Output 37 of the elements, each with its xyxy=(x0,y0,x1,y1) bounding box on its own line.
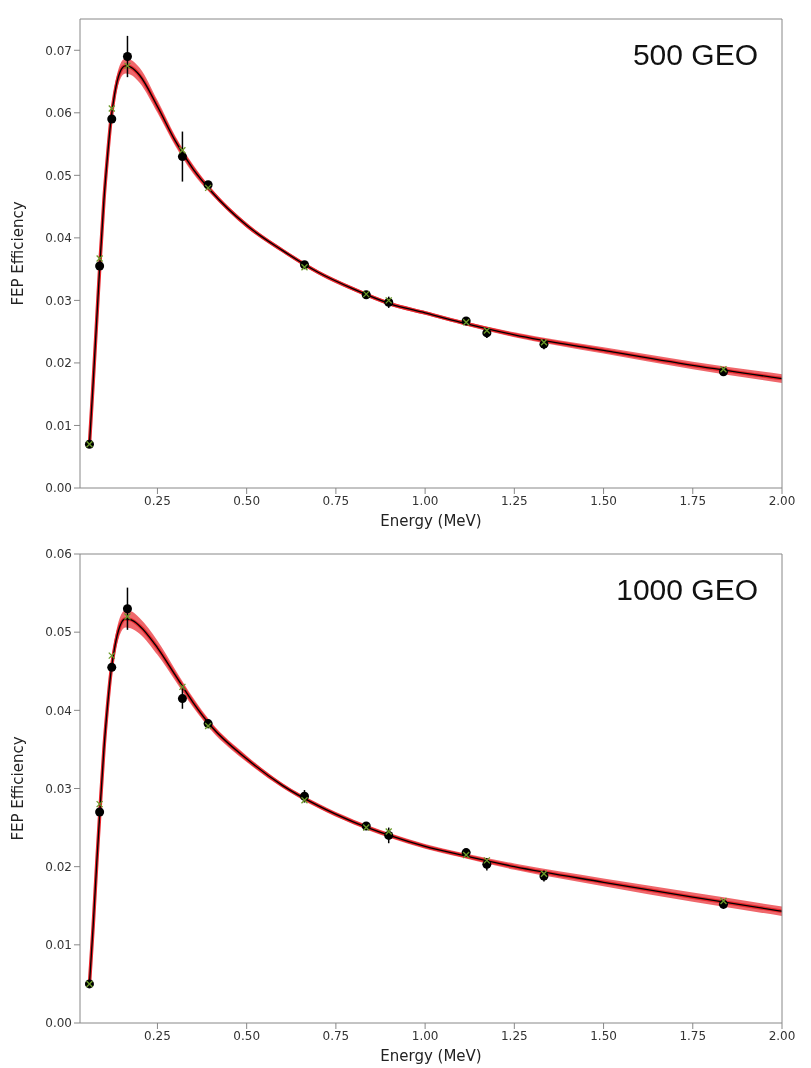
x-axis-title: Energy (MeV) xyxy=(380,512,482,530)
x-tick-label: 1.25 xyxy=(500,1028,528,1043)
x-tick-label: 1.00 xyxy=(411,1028,439,1043)
y-tick-label: 0.07 xyxy=(45,43,72,58)
y-tick-label: 0.05 xyxy=(45,168,72,183)
x-tick-label: 0.75 xyxy=(322,493,350,508)
x-tick-label: 0.25 xyxy=(144,493,171,508)
y-tick-label: 0.02 xyxy=(45,859,72,874)
x-tick-label: 0.25 xyxy=(144,1028,171,1043)
y-tick-label: 0.06 xyxy=(45,547,72,562)
x-tick-label: 0.75 xyxy=(322,1028,350,1043)
y-tick-label: 0.05 xyxy=(45,625,72,640)
y-tick-label: 0.00 xyxy=(45,481,72,496)
annotation: 500 GEO xyxy=(632,38,758,72)
x-tick-label: 1.25 xyxy=(500,493,528,508)
x-tick-label: 2.00 xyxy=(768,493,796,508)
y-tick-label: 0.03 xyxy=(45,293,72,308)
x-tick-label: 0.50 xyxy=(233,493,261,508)
x-tick-label: 0.50 xyxy=(233,1028,261,1043)
y-tick-label: 0.01 xyxy=(45,418,72,433)
y-tick-label: 0.02 xyxy=(45,356,72,371)
x-tick-label: 1.00 xyxy=(411,493,439,508)
x-axis-title: Energy (MeV) xyxy=(380,1047,482,1065)
x-tick-label: 1.75 xyxy=(679,493,707,508)
y-tick-label: 0.01 xyxy=(45,938,72,953)
annotation: 1000 GEO xyxy=(616,573,758,607)
y-axis-title: FEP Efficiency xyxy=(9,201,28,306)
x-tick-label: 1.50 xyxy=(590,1028,617,1043)
y-axis-title: FEP Efficiency xyxy=(9,736,28,841)
x-tick-label: 1.50 xyxy=(590,493,617,508)
y-tick-label: 0.03 xyxy=(45,781,72,796)
y-tick-label: 0.00 xyxy=(45,1016,72,1031)
y-tick-label: 0.04 xyxy=(45,703,72,718)
x-tick-label: 1.75 xyxy=(679,1028,707,1043)
y-tick-label: 0.04 xyxy=(45,231,72,246)
y-tick-label: 0.06 xyxy=(45,106,72,121)
x-tick-label: 2.00 xyxy=(768,1028,796,1043)
